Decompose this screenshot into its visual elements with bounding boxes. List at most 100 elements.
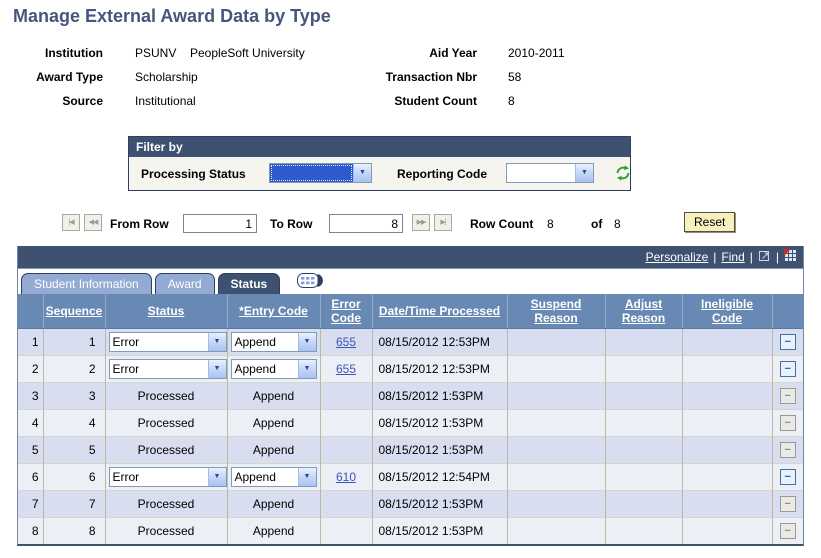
sequence-cell: 6 [42,463,105,491]
chevron-down-icon[interactable]: ▼ [575,164,593,182]
entry-code-select[interactable]: Append ▼ [230,467,317,487]
entry-code-selected-value: Append [234,362,276,376]
sequence-cell: 4 [42,409,105,437]
table-row: 8 8 Processed Append 08/15/2012 1:53PM − [18,517,803,544]
adjust-reason-cell [604,436,682,464]
institution-label: Institution [45,46,103,60]
row-navigation-bar: |◀ ◀◀ From Row To Row ▶▶ ▶| Row Count 8 … [0,210,821,238]
from-row-label: From Row [110,217,169,231]
delete-row-button: − [779,496,796,512]
reporting-code-label: Reporting Code [397,167,487,181]
delete-row-button[interactable]: − [779,469,796,485]
source-label: Source [62,94,103,108]
institution-name-value: PeopleSoft University [190,46,305,60]
remove-cell: − [771,409,803,437]
error-code-link[interactable]: 655 [335,335,357,349]
last-page-button[interactable]: ▶| [434,214,452,231]
status-sort-link[interactable]: Status [147,304,185,318]
find-link[interactable]: Find [721,250,745,264]
chevron-down-icon[interactable]: ▼ [207,333,226,351]
tab-award[interactable]: Award [154,273,215,294]
entry-code-cell: Append ▼ [226,463,320,491]
entry-code-text: Append [252,443,295,457]
datetime-header: Date/Time Processed [371,294,507,329]
chevron-down-icon[interactable]: ▼ [207,468,226,486]
error-code-link[interactable]: 655 [335,362,357,376]
refresh-icon[interactable] [615,165,631,184]
chevron-down-icon[interactable]: ▼ [353,164,371,182]
entry-code-sort-link[interactable]: *Entry Code [239,304,308,318]
aid-year-label: Aid Year [429,46,477,60]
status-cell: Error ▼ [104,328,227,356]
adjust-reason-cell [604,355,682,383]
delete-row-button: − [779,523,796,539]
suspend-reason-header: Suspend Reason [506,294,605,329]
status-cell: Error ▼ [104,355,227,383]
ineligible-code-cell [681,490,772,518]
status-text: Processed [137,389,195,403]
popout-icon[interactable] [758,249,771,265]
suspend-reason-cell [506,490,605,518]
status-select[interactable]: Error ▼ [108,467,227,487]
show-all-columns-icon[interactable] [297,273,324,292]
ineligible-code-cell [681,355,772,383]
error-code-sort-link[interactable]: Error Code [331,297,361,325]
ineligible-code-cell [681,463,772,491]
remove-cell: − [771,463,803,491]
row-total-value: 8 [614,217,621,231]
status-table: Sequence Status *Entry Code Error Code D… [18,294,803,544]
personalize-link[interactable]: Personalize [645,250,709,264]
filter-by-title: Filter by [129,137,630,157]
tab-status[interactable]: Status [217,273,281,294]
from-row-input[interactable] [183,214,257,233]
delete-row-button[interactable]: − [779,361,796,377]
download-grid-icon[interactable] [784,249,797,265]
datetime-cell: 08/15/2012 1:53PM [371,436,507,464]
entry-code-cell: Append [226,382,320,410]
first-page-button[interactable]: |◀ [62,214,80,231]
entry-code-select[interactable]: Append ▼ [230,359,317,379]
award-type-value: Scholarship [135,70,198,84]
datetime-sort-link[interactable]: Date/Time Processed [378,304,501,318]
error-code-link[interactable]: 610 [335,470,357,484]
tab-student-information[interactable]: Student Information [21,273,152,294]
adjust-reason-sort-link[interactable]: Adjust Reason [621,297,666,325]
to-row-input[interactable] [329,214,403,233]
status-cell: Processed [104,382,227,410]
status-select[interactable]: Error ▼ [108,332,227,352]
reset-button[interactable]: Reset [684,212,736,232]
remove-cell: − [771,355,803,383]
delete-row-button: − [779,388,796,404]
filter-by-panel: Filter by Processing Status ▼ Reporting … [128,136,631,191]
toolbar-separator: | [713,250,717,264]
aid-year-value: 2010-2011 [508,46,565,60]
chevron-down-icon[interactable]: ▼ [297,468,316,486]
chevron-down-icon[interactable]: ▼ [297,333,316,351]
datetime-cell: 08/15/2012 12:53PM [371,328,507,356]
sequence-cell: 5 [42,436,105,464]
to-row-label: To Row [270,217,313,231]
entry-code-select[interactable]: Append ▼ [230,332,317,352]
datetime-cell: 08/15/2012 12:54PM [371,463,507,491]
sequence-cell: 1 [42,328,105,356]
chevron-down-icon[interactable]: ▼ [297,360,316,378]
row-number-cell: 3 [18,382,43,410]
entry-code-selected-value: Append [234,470,276,484]
table-header: Sequence Status *Entry Code Error Code D… [18,294,803,329]
status-selected-value: Error [112,362,140,376]
sequence-cell: 3 [42,382,105,410]
next-chunk-button[interactable]: ▶▶ [412,214,430,231]
datetime-cell: 08/15/2012 12:53PM [371,355,507,383]
ineligible-code-cell [681,382,772,410]
status-cell: Processed [104,490,227,518]
status-select[interactable]: Error ▼ [108,359,227,379]
chevron-down-icon[interactable]: ▼ [207,360,226,378]
processing-status-select[interactable]: ▼ [269,163,372,183]
reporting-code-select[interactable]: ▼ [506,163,594,183]
status-cell: Processed [104,436,227,464]
ineligible-code-sort-link[interactable]: Ineligible Code [700,297,753,325]
sequence-sort-link[interactable]: Sequence [45,304,103,318]
previous-chunk-button[interactable]: ◀◀ [84,214,102,231]
delete-row-button[interactable]: − [779,334,796,350]
suspend-reason-sort-link[interactable]: Suspend Reason [530,297,582,325]
